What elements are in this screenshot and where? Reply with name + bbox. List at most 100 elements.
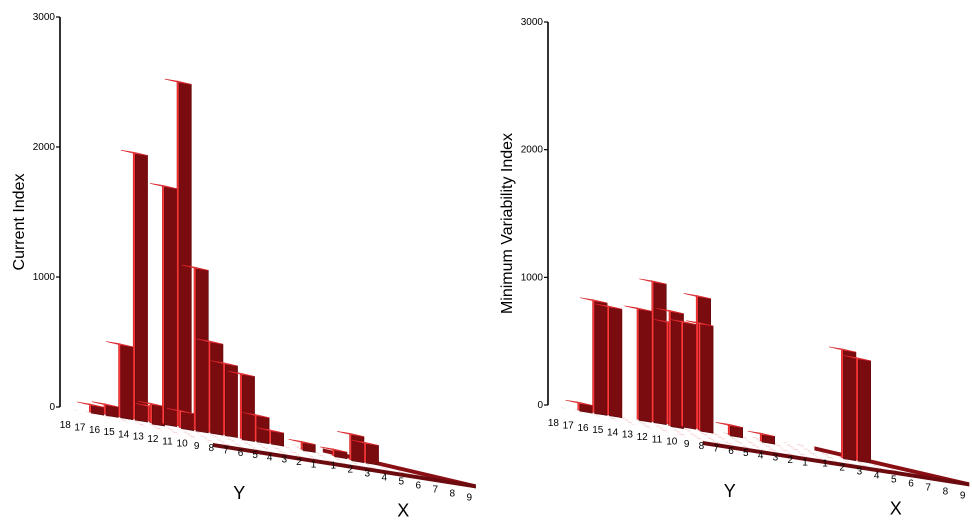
- bar-side-face: [195, 268, 209, 434]
- bar-side-face: [857, 358, 871, 464]
- y-tick-label: 2: [296, 457, 302, 468]
- y-tick-label: 14: [118, 429, 130, 440]
- bar-top-face: [683, 293, 711, 300]
- y-tick-label: 8: [699, 441, 705, 452]
- bar: [242, 412, 270, 445]
- y-tick-label: 7: [223, 445, 229, 456]
- bar-top-face: [668, 318, 696, 325]
- y-tick-label: 5: [252, 450, 258, 461]
- bar-side-face: [120, 344, 134, 421]
- x-tick-label: 1: [822, 458, 828, 469]
- bar: [351, 439, 379, 466]
- z-ticks: 0 1000 2000 3000: [33, 12, 60, 413]
- bar: [77, 401, 104, 416]
- bar: [656, 308, 684, 429]
- bar-top-face: [106, 341, 133, 348]
- x-tick-label: 9: [467, 492, 473, 503]
- bar-side-face: [224, 363, 238, 438]
- bars: [565, 278, 871, 464]
- bar-top-face: [164, 78, 192, 85]
- bar-side-face: [653, 281, 667, 425]
- y-tick-label: 13: [622, 430, 634, 441]
- bar-top-face: [624, 305, 652, 312]
- x-tick-label: 8: [450, 488, 456, 499]
- bar-top-face: [181, 264, 209, 271]
- bar-top-face: [351, 439, 379, 446]
- bar: [150, 183, 177, 427]
- bar-side-face: [683, 322, 697, 430]
- x-tick-label: 6: [416, 480, 422, 491]
- bar: [843, 355, 871, 464]
- z-tick-label: 2000: [521, 145, 544, 156]
- y-tick-label: 16: [577, 423, 589, 434]
- bar-top-face: [828, 346, 856, 353]
- x-axis-label: X: [890, 498, 902, 518]
- bar: [210, 360, 238, 438]
- y-tick-label: 17: [563, 420, 575, 431]
- x-tick-label: 3: [365, 468, 371, 479]
- bar-side-face: [210, 341, 224, 436]
- y-tick-label: 10: [666, 437, 678, 448]
- y-tick-label: 2: [787, 455, 793, 466]
- y-tick-label: 17: [74, 422, 86, 433]
- y-axis-label: Y: [724, 481, 736, 501]
- bar-top-face: [580, 297, 608, 304]
- floor-edge-side: [213, 443, 476, 489]
- bar: [257, 427, 284, 447]
- x-tick-label: 4: [382, 472, 388, 483]
- bar: [828, 346, 857, 462]
- x-tick-label: 9: [960, 490, 966, 501]
- x-tick-label: 2: [348, 464, 354, 475]
- chart-left-panel: 0 1000 2000 3000 Current Index 18 17 16 15 14 13 12…: [11, 12, 476, 520]
- x-tick-label: 7: [925, 482, 931, 493]
- z-tick-label: 3000: [521, 17, 544, 28]
- bar-side-face: [181, 411, 194, 431]
- y-tick-label: 11: [652, 434, 663, 445]
- bar: [668, 318, 697, 430]
- bar-top-face: [120, 149, 148, 156]
- y-ticks: 18 17 16 15 14 13 12 11 10 9 8 7 6 5 4 3 2 1: [548, 418, 808, 468]
- bar-side-face: [134, 153, 148, 423]
- bar-side-face: [351, 434, 365, 464]
- bar: [320, 446, 348, 460]
- bar-top-face: [639, 278, 667, 285]
- bar-top-face: [594, 303, 622, 310]
- y-ticks: 18 17 16 15 14 13 12 11 10 9 8 7 6 5 4 3 2 1: [60, 420, 317, 470]
- bar-top-face: [656, 308, 684, 314]
- bar-top-face: [196, 338, 223, 345]
- bar-side-face: [365, 443, 379, 466]
- z-tick-label: 2000: [33, 142, 56, 153]
- y-tick-label: 18: [548, 418, 560, 429]
- x-tick-label: 5: [891, 474, 897, 485]
- z-axis-label: Current Index: [11, 174, 28, 271]
- bar: [137, 400, 165, 427]
- bar-top-face: [227, 370, 255, 377]
- y-tick-label: 16: [89, 425, 101, 436]
- y-tick-label: 12: [637, 432, 649, 443]
- z-axis-label: Minimum Variability Index: [499, 133, 516, 314]
- y-tick-label: 9: [194, 441, 200, 452]
- bar-side-face: [609, 306, 623, 419]
- x-tick-label: 4: [874, 470, 880, 481]
- x-tick-label: 1: [331, 460, 337, 471]
- y-axis-label: Y: [233, 483, 245, 503]
- y-tick-label: 12: [147, 434, 159, 445]
- z-ticks: 0 1000 2000 3000: [521, 17, 548, 411]
- y-tick-label: 4: [758, 450, 764, 461]
- chart-right-panel: 0 1000 2000 3000 Minimum Variability Index 18…: [486, 0, 972, 528]
- z-tick-label: 1000: [33, 272, 56, 283]
- bar: [196, 338, 224, 436]
- bar-side-face: [638, 308, 652, 423]
- z-tick-label: 1000: [521, 272, 544, 283]
- bar: [624, 305, 652, 423]
- bar-side-face: [700, 323, 714, 434]
- y-tick-label: 15: [592, 425, 604, 436]
- y-tick-label: 6: [238, 448, 244, 459]
- bar-top-face: [288, 439, 316, 445]
- y-tick-label: 13: [133, 432, 145, 443]
- y-tick-label: 1: [311, 459, 317, 470]
- y-tick-label: 7: [713, 443, 719, 454]
